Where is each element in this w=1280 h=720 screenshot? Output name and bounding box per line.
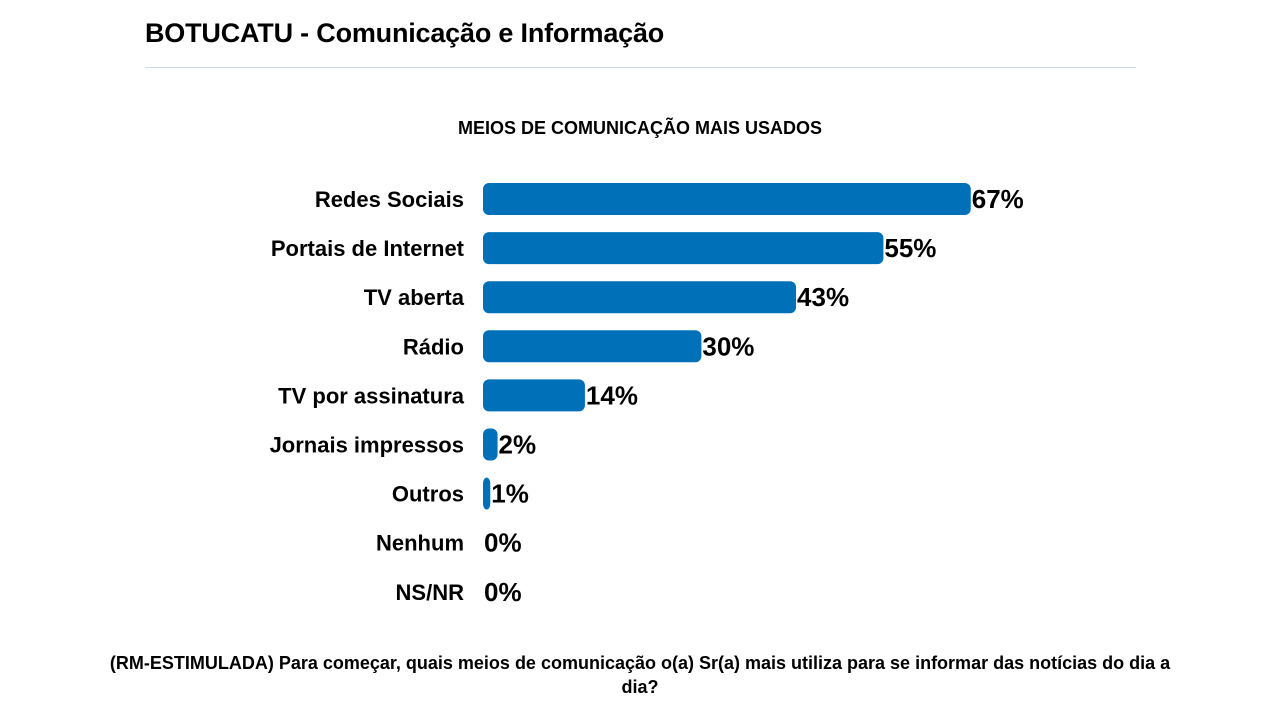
- page-title: BOTUCATU - Comunicação e Informação: [145, 18, 665, 48]
- value-label: 14%: [586, 380, 638, 410]
- value-label: 2%: [499, 430, 537, 460]
- category-label: Jornais impressos: [270, 433, 464, 458]
- value-label: 1%: [491, 479, 529, 509]
- value-label: 0%: [484, 528, 522, 558]
- bar: [483, 232, 884, 265]
- value-label: 67%: [972, 184, 1024, 214]
- survey-question: (RM-ESTIMULADA) Para começar, quais meio…: [109, 653, 1171, 697]
- bar: [483, 330, 702, 363]
- title-divider: [145, 67, 1136, 68]
- bar: [483, 183, 971, 215]
- category-label: Rádio: [403, 334, 464, 359]
- category-label: TV por assinatura: [278, 383, 465, 408]
- bar: [483, 281, 797, 314]
- category-label: Redes Sociais: [315, 187, 464, 212]
- category-label: Nenhum: [376, 531, 464, 556]
- value-label: 43%: [797, 282, 849, 312]
- bar: [483, 379, 585, 412]
- value-label: 0%: [484, 577, 522, 607]
- chart-title: MEIOS DE COMUNICAÇÃO MAIS USADOS: [457, 118, 823, 138]
- category-label: Outros: [392, 482, 464, 507]
- category-label: Portais de Internet: [271, 236, 465, 261]
- category-label: TV aberta: [364, 285, 465, 310]
- bar: [483, 428, 498, 461]
- value-label: 55%: [884, 233, 936, 263]
- category-label: NS/NR: [396, 580, 465, 605]
- value-label: 30%: [702, 331, 754, 361]
- bar: [483, 477, 491, 510]
